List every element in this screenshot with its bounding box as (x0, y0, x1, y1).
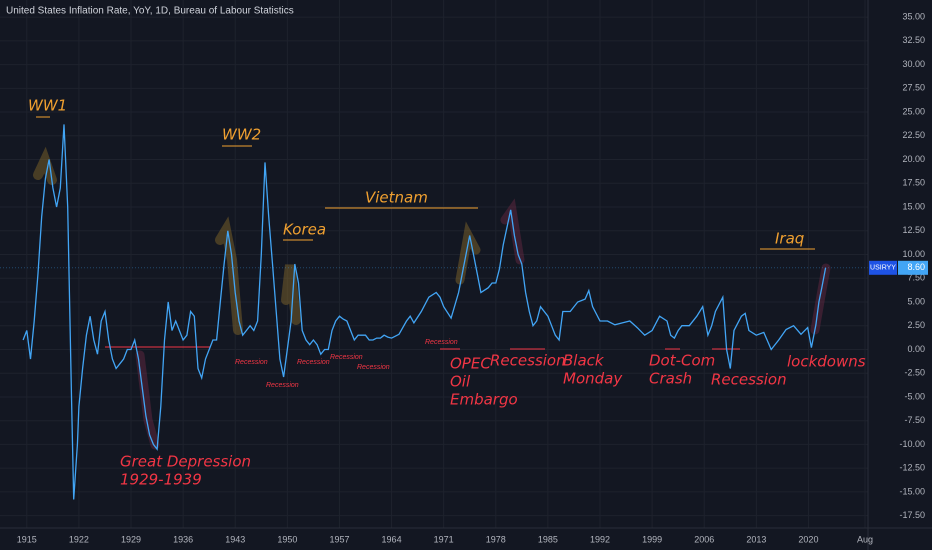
y-tick-label: 2.50 (907, 320, 925, 330)
x-tick-label: 1922 (69, 534, 89, 544)
annotation: Recession (357, 364, 390, 371)
annotation: Crash (649, 370, 692, 388)
annotation: WW2 (222, 126, 261, 144)
x-tick-label: 1929 (121, 534, 141, 544)
y-tick-label: 12.50 (902, 225, 925, 235)
y-tick-label: -17.50 (899, 510, 925, 520)
annotation: Recession (297, 359, 330, 366)
y-tick-label: 22.50 (902, 130, 925, 140)
series-line (22, 124, 827, 500)
y-tick-label: 32.50 (902, 35, 925, 45)
annotation: Embargo (450, 391, 518, 409)
last-value-badge (898, 260, 928, 275)
last-value-label: 8.60 (907, 262, 925, 272)
y-tick-label: -10.00 (899, 439, 925, 449)
annotation: 1929-1939 (120, 471, 202, 489)
annotation: Recession (330, 354, 363, 361)
y-tick-label: -12.50 (899, 463, 925, 473)
y-tick-label: -2.50 (904, 368, 925, 378)
x-tick-label: 2013 (746, 534, 766, 544)
annotation: Oil (450, 373, 471, 391)
annotations: WW1 WW2 Korea Vietnam Iraq Great Depress… (28, 97, 866, 489)
y-tick-label: 0.00 (907, 344, 925, 354)
annotation: OPEC (450, 355, 491, 373)
x-tick-label: 1957 (329, 534, 349, 544)
annotation: Korea (283, 221, 326, 239)
x-tick-label: 1936 (173, 534, 193, 544)
y-tick-label: 30.00 (902, 59, 925, 69)
y-tick-label: 25.00 (902, 106, 925, 116)
symbol-label: USIRYY (870, 265, 896, 272)
chart-title: United States Inflation Rate, YoY, 1D, B… (6, 6, 294, 17)
x-tick-label: 1999 (642, 534, 662, 544)
annotation: Black (563, 352, 605, 370)
x-tick-label: 1978 (486, 534, 506, 544)
y-tick-label: -7.50 (904, 415, 925, 425)
y-tick-label: 17.50 (902, 178, 925, 188)
annotation: Recession (266, 382, 299, 389)
annotation: Recession (711, 371, 787, 389)
annotation: Iraq (775, 230, 804, 248)
x-tick-label: 1950 (277, 534, 297, 544)
x-tick-label: 1964 (382, 534, 402, 544)
annotation: Vietnam (365, 189, 428, 207)
x-tick-label: 1915 (17, 534, 37, 544)
y-tick-label: 15.00 (902, 201, 925, 211)
plot (0, 124, 868, 500)
annotation: Recession (425, 339, 458, 346)
x-tick-label: 2020 (798, 534, 818, 544)
annotation: Recession (490, 352, 566, 370)
annotation: lockdowns (787, 353, 866, 371)
x-tick-label: Aug (857, 534, 873, 544)
y-tick-label: 5.00 (907, 296, 925, 306)
y-tick-label: 35.00 (902, 11, 925, 21)
x-tick-label: 1985 (538, 534, 558, 544)
y-tick-label: -5.00 (904, 391, 925, 401)
annotation: Monday (563, 370, 623, 388)
y-tick-label: -15.00 (899, 486, 925, 496)
y-tick-label: 27.50 (902, 83, 925, 93)
annotation: WW1 (28, 97, 67, 115)
annotation: Recession (235, 359, 268, 366)
annotation: Dot-Com (649, 352, 715, 370)
symbol-badge (869, 260, 897, 275)
x-tick-label: 2006 (694, 534, 714, 544)
x-tick-label: 1992 (590, 534, 610, 544)
x-tick-label: 1943 (225, 534, 245, 544)
grid (0, 0, 868, 528)
y-tick-label: 7.50 (907, 273, 925, 283)
x-tick-label: 1971 (434, 534, 454, 544)
y-tick-label: 20.00 (902, 154, 925, 164)
annotation: Great Depression (120, 453, 251, 471)
y-tick-label: 10.00 (902, 249, 925, 259)
annotation-lines (36, 116, 815, 350)
